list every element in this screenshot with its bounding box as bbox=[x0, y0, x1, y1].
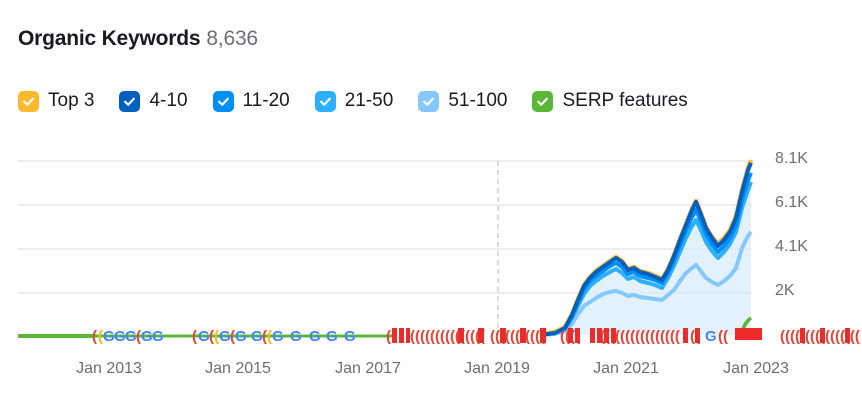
check-icon bbox=[23, 97, 34, 106]
legend-item-51-100[interactable]: 51-100 bbox=[418, 90, 507, 112]
svg-text:G: G bbox=[141, 328, 153, 345]
svg-text:(: ( bbox=[267, 328, 272, 345]
svg-text:G: G bbox=[103, 328, 115, 345]
svg-text:((: (( bbox=[718, 328, 728, 345]
checkbox-serp-features[interactable] bbox=[532, 90, 554, 112]
checkbox-51-100[interactable] bbox=[418, 90, 440, 112]
legend-label: Top 3 bbox=[48, 90, 95, 111]
svg-text:(: ( bbox=[136, 328, 141, 345]
legend-item-serp-features[interactable]: SERP features bbox=[532, 90, 688, 112]
svg-text:G: G bbox=[290, 328, 302, 345]
svg-text:(: ( bbox=[214, 328, 219, 345]
legend: Top 3 4-10 11-20 21-50 51-100 SERP featu… bbox=[18, 90, 713, 112]
x-tick-label: Jan 2023 bbox=[723, 360, 789, 377]
svg-text:G: G bbox=[152, 328, 164, 345]
checkbox-4-10[interactable] bbox=[119, 90, 141, 112]
checkbox-11-20[interactable] bbox=[212, 90, 234, 112]
svg-text:G: G bbox=[309, 328, 321, 345]
svg-text:G: G bbox=[251, 328, 263, 345]
x-tick-label: Jan 2015 bbox=[205, 360, 271, 377]
legend-item-top3[interactable]: Top 3 bbox=[18, 90, 94, 112]
svg-text:((((((((((((((((: (((((((((((((((( bbox=[780, 328, 860, 345]
check-icon bbox=[319, 97, 331, 106]
check-icon bbox=[423, 97, 435, 106]
checkbox-top3[interactable] bbox=[18, 90, 39, 112]
svg-text:((((((((((: (((((((((( bbox=[410, 328, 460, 345]
legend-label: 51-100 bbox=[448, 90, 508, 111]
check-icon bbox=[124, 97, 136, 106]
x-tick-label: Jan 2013 bbox=[76, 360, 142, 377]
svg-text:(: ( bbox=[230, 328, 235, 345]
svg-text:(: ( bbox=[92, 328, 97, 345]
svg-text:(: ( bbox=[192, 328, 197, 345]
line-4-10 bbox=[539, 162, 753, 337]
y-tick-label: 6.1K bbox=[775, 194, 808, 211]
checkbox-21-50[interactable] bbox=[314, 90, 336, 112]
title-text: Organic Keywords bbox=[18, 27, 201, 50]
svg-text:(: ( bbox=[262, 328, 267, 345]
check-icon bbox=[537, 97, 549, 106]
keyword-count: 8,636 bbox=[206, 27, 258, 50]
legend-item-21-50[interactable]: 21-50 bbox=[314, 90, 394, 112]
check-icon bbox=[217, 97, 229, 106]
x-tick-label: Jan 2019 bbox=[464, 360, 530, 377]
svg-text:(: ( bbox=[209, 328, 214, 345]
svg-text:((((((((((((((((: (((((((((((((((( bbox=[600, 328, 680, 345]
svg-text:G: G bbox=[114, 328, 126, 345]
svg-text:G: G bbox=[235, 328, 247, 345]
y-tick-label: 2K bbox=[775, 282, 795, 299]
legend-item-11-20[interactable]: 11-20 bbox=[212, 90, 290, 112]
area-fill bbox=[540, 162, 751, 335]
svg-text:G: G bbox=[326, 328, 338, 345]
svg-text:G: G bbox=[272, 328, 284, 345]
svg-text:((((: (((( bbox=[525, 328, 545, 345]
svg-text:G: G bbox=[198, 328, 210, 345]
widget-title: Organic Keywords 8,636 bbox=[18, 27, 258, 51]
svg-text:G: G bbox=[705, 328, 717, 345]
x-tick-label: Jan 2017 bbox=[335, 360, 401, 377]
line-51-100 bbox=[539, 230, 753, 337]
svg-text:(: ( bbox=[386, 328, 391, 345]
svg-text:(: ( bbox=[98, 328, 103, 345]
svg-text:G: G bbox=[344, 328, 356, 345]
svg-text:G: G bbox=[125, 328, 137, 345]
legend-label: 21-50 bbox=[344, 90, 394, 111]
y-tick-label: 4.1K bbox=[775, 238, 808, 255]
y-tick-label: 8.1K bbox=[775, 150, 808, 167]
legend-label: 4-10 bbox=[149, 90, 188, 111]
line-21-50 bbox=[539, 181, 753, 337]
x-tick-label: Jan 2021 bbox=[593, 360, 659, 377]
legend-item-4-10[interactable]: 4-10 bbox=[119, 90, 188, 112]
legend-label: SERP features bbox=[562, 90, 688, 111]
svg-text:G: G bbox=[219, 328, 231, 345]
legend-label: 11-20 bbox=[242, 90, 290, 111]
